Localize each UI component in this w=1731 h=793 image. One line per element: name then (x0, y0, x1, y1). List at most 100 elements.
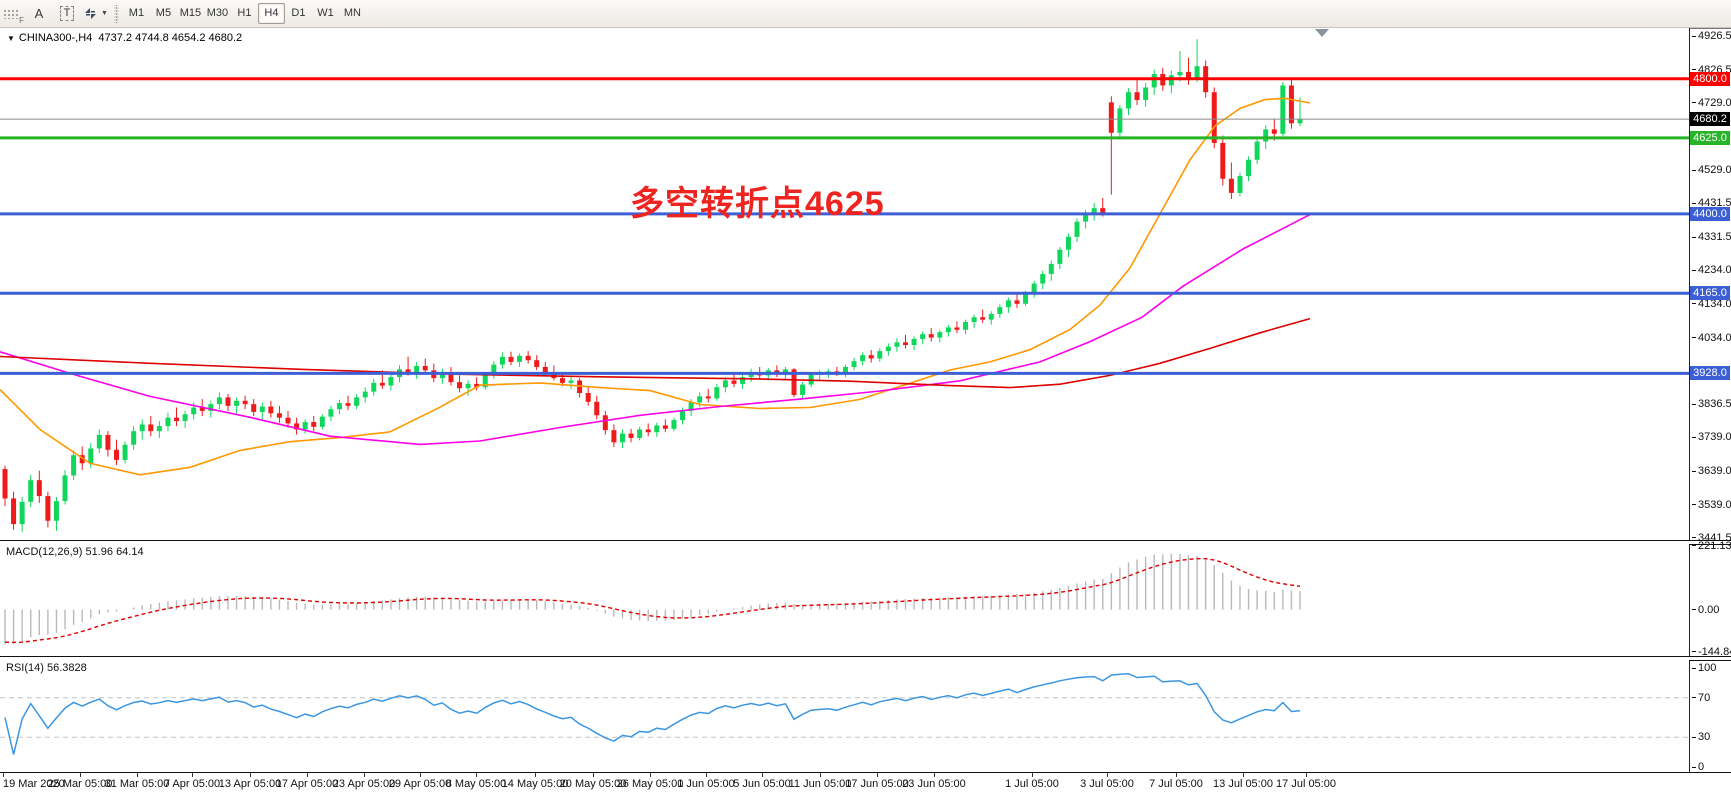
chart-title: ▼ CHINA300-,H4 4737.2 4744.8 4654.2 4680.… (7, 32, 242, 44)
candle-body (457, 382, 463, 389)
time-tick-mark (476, 773, 477, 777)
candle-body (79, 455, 85, 464)
time-label: 7 Apr 05:00 (163, 778, 221, 790)
main-chart-panel[interactable]: ▼ CHINA300-,H4 4737.2 4744.8 4654.2 4680.… (0, 28, 1689, 540)
candle-body (1168, 75, 1174, 86)
rsi-chart[interactable] (0, 659, 1689, 772)
candle-body (1091, 208, 1097, 214)
timeframe-button-MN[interactable]: MN (343, 7, 361, 19)
chart-menu-icon[interactable]: ▼ (7, 34, 15, 43)
timeframe-button-H1[interactable]: H1 (237, 7, 252, 19)
candle-body (542, 366, 548, 373)
timeframe-button-M30[interactable]: M30 (206, 7, 229, 19)
rsi-panel[interactable]: RSI(14) 56.3828 (0, 659, 1689, 772)
axis-tick-mark (1692, 236, 1696, 238)
axis-tick-mark (1692, 609, 1696, 611)
macd-tick-221.13: 221.13 (1692, 540, 1731, 552)
indicators-sort-button[interactable]: ▼ (82, 2, 109, 25)
toolbar-grip-icon[interactable]: F (3, 5, 25, 25)
macd-tick-0.00: 0.00 (1692, 604, 1719, 616)
timeframe-button-M15[interactable]: M15 (179, 7, 202, 19)
macd-panel[interactable]: MACD(12,26,9) 51.96 64.14 (0, 543, 1689, 656)
axis-tick-mark (1692, 545, 1696, 547)
annotation-text: 多空转折点4625 (630, 185, 885, 223)
candle-body (1194, 66, 1200, 80)
candle-body (174, 417, 180, 422)
candle-body (688, 402, 694, 411)
candle-body (268, 406, 274, 414)
time-tick-mark (934, 773, 935, 777)
axis-tick-mark (1692, 35, 1696, 37)
timeframe-button-W1[interactable]: W1 (317, 7, 334, 19)
current-price-badge: 4680.2 (1690, 112, 1730, 127)
candle-body (1125, 92, 1131, 109)
candle-body (971, 317, 977, 323)
candle-body (345, 403, 351, 406)
candle-body (234, 400, 240, 406)
candle-body (800, 384, 806, 396)
candle-body (199, 407, 205, 411)
candle-body (877, 351, 883, 359)
price-tick-4134.0: 4134.0 (1692, 298, 1731, 310)
candle-body (448, 372, 454, 383)
time-label: 17 Apr 05:00 (275, 778, 339, 790)
macd-signal-line (4, 557, 1301, 644)
candle-body (362, 391, 368, 398)
candle-body (1040, 274, 1046, 284)
candle-body (139, 424, 145, 432)
price-tick-3836.5: 3836.5 (1692, 398, 1731, 410)
rsi-tick-70: 70 (1692, 692, 1710, 704)
candle-body (1280, 85, 1286, 134)
candle-body (36, 480, 42, 497)
candle-body (559, 378, 565, 383)
timeframe-button-M5[interactable]: M5 (155, 7, 172, 19)
candle-body (748, 372, 754, 378)
text-tool-button[interactable]: T (54, 2, 80, 25)
candle-body (705, 396, 711, 399)
axis-tick-mark (1692, 269, 1696, 271)
candle-body (585, 392, 591, 402)
candle-body (388, 377, 394, 386)
candle-body (216, 397, 222, 405)
candle-body (928, 334, 934, 338)
candle-body (122, 444, 128, 460)
time-label: 3 Jul 05:00 (1080, 778, 1134, 790)
time-tick-mark (820, 773, 821, 777)
timeframe-button-H4[interactable]: H4 (257, 3, 285, 24)
candle-body (791, 369, 797, 396)
timeframe-button-M1[interactable]: M1 (128, 7, 145, 19)
font-tool-button[interactable]: A (26, 2, 52, 25)
candle-body (131, 431, 137, 445)
time-tick-mark (307, 773, 308, 777)
macd-chart[interactable] (0, 543, 1689, 656)
candle-body (491, 364, 497, 376)
candle-body (714, 387, 720, 399)
candle-body (697, 396, 703, 403)
price-badge-resistance-4800: 4800.0 (1690, 71, 1730, 86)
last-bar-marker-icon (1315, 29, 1329, 37)
candle-body (1237, 176, 1243, 193)
candle-body (336, 403, 342, 410)
candle-body (722, 380, 728, 388)
candle-body (894, 342, 900, 347)
text-tool-label: T (59, 6, 75, 21)
axis-tick-mark (1692, 436, 1696, 438)
timeframe-button-D1[interactable]: D1 (291, 7, 306, 19)
ma-mid-magenta (0, 213, 1311, 446)
candle-body (1074, 221, 1080, 237)
time-tick-mark (1306, 773, 1307, 777)
price-badge-support-4165: 4165.0 (1690, 286, 1730, 301)
candle-body (371, 382, 377, 392)
candle-body (285, 417, 291, 424)
candle-body (165, 417, 171, 427)
candle-body (988, 313, 994, 320)
time-tick-mark (192, 773, 193, 777)
candle-body (1065, 236, 1071, 250)
candle-body (920, 334, 926, 339)
candlestick-chart[interactable] (0, 28, 1689, 540)
price-badge-support-4400: 4400.0 (1690, 206, 1730, 221)
axis-tick-mark (1692, 697, 1696, 699)
time-axis[interactable]: 19 Mar 2020 25 Mar 05:00 31 Mar 05:00 7 Apr… (0, 773, 1689, 793)
candle-body (465, 383, 471, 389)
candle-body (474, 383, 480, 388)
